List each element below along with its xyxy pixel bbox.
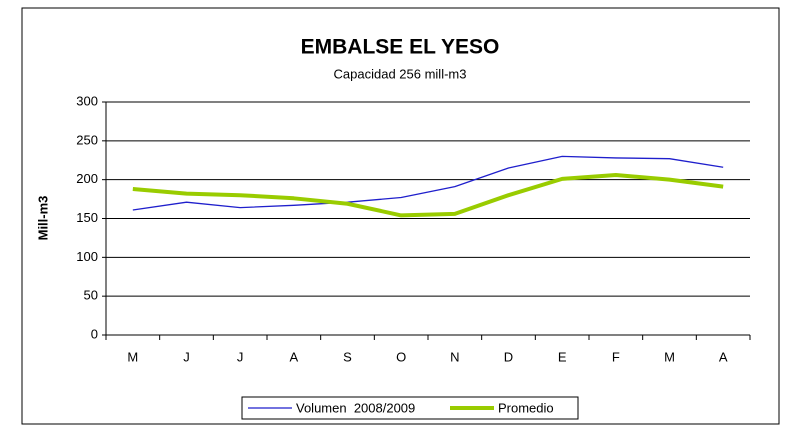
x-tick-label: A (289, 349, 298, 364)
x-tick-label: J (237, 349, 244, 364)
x-tick-label: M (127, 349, 138, 364)
series-line (132, 173, 724, 218)
x-tick-label: A (719, 349, 728, 364)
x-tick-label: M (664, 349, 675, 364)
x-tick-label: F (612, 349, 620, 364)
y-tick-label: 100 (76, 249, 98, 264)
legend-box (241, 396, 579, 420)
x-tick-label: D (504, 349, 513, 364)
chart-subtitle: Capacidad 256 mill-m3 (334, 66, 467, 81)
x-tick-label: O (396, 349, 406, 364)
y-tick-label: 300 (76, 93, 98, 108)
x-tick-label: J (183, 349, 190, 364)
y-tick-label: 150 (76, 210, 98, 225)
x-tick-label: N (450, 349, 459, 364)
y-tick-label: 0 (91, 326, 98, 341)
series-line (132, 155, 724, 211)
x-tick-label: S (343, 349, 352, 364)
x-tick-label: E (558, 349, 567, 364)
y-axis-label: Mill-m3 (35, 196, 50, 241)
y-tick-label: 50 (84, 288, 98, 303)
legend-label: Volumen 2008/2009 (296, 400, 415, 415)
y-tick-label: 250 (76, 132, 98, 147)
y-tick-label: 200 (76, 171, 98, 186)
chart-title: EMBALSE EL YESO (301, 36, 500, 59)
legend-label: Promedio (498, 400, 554, 415)
